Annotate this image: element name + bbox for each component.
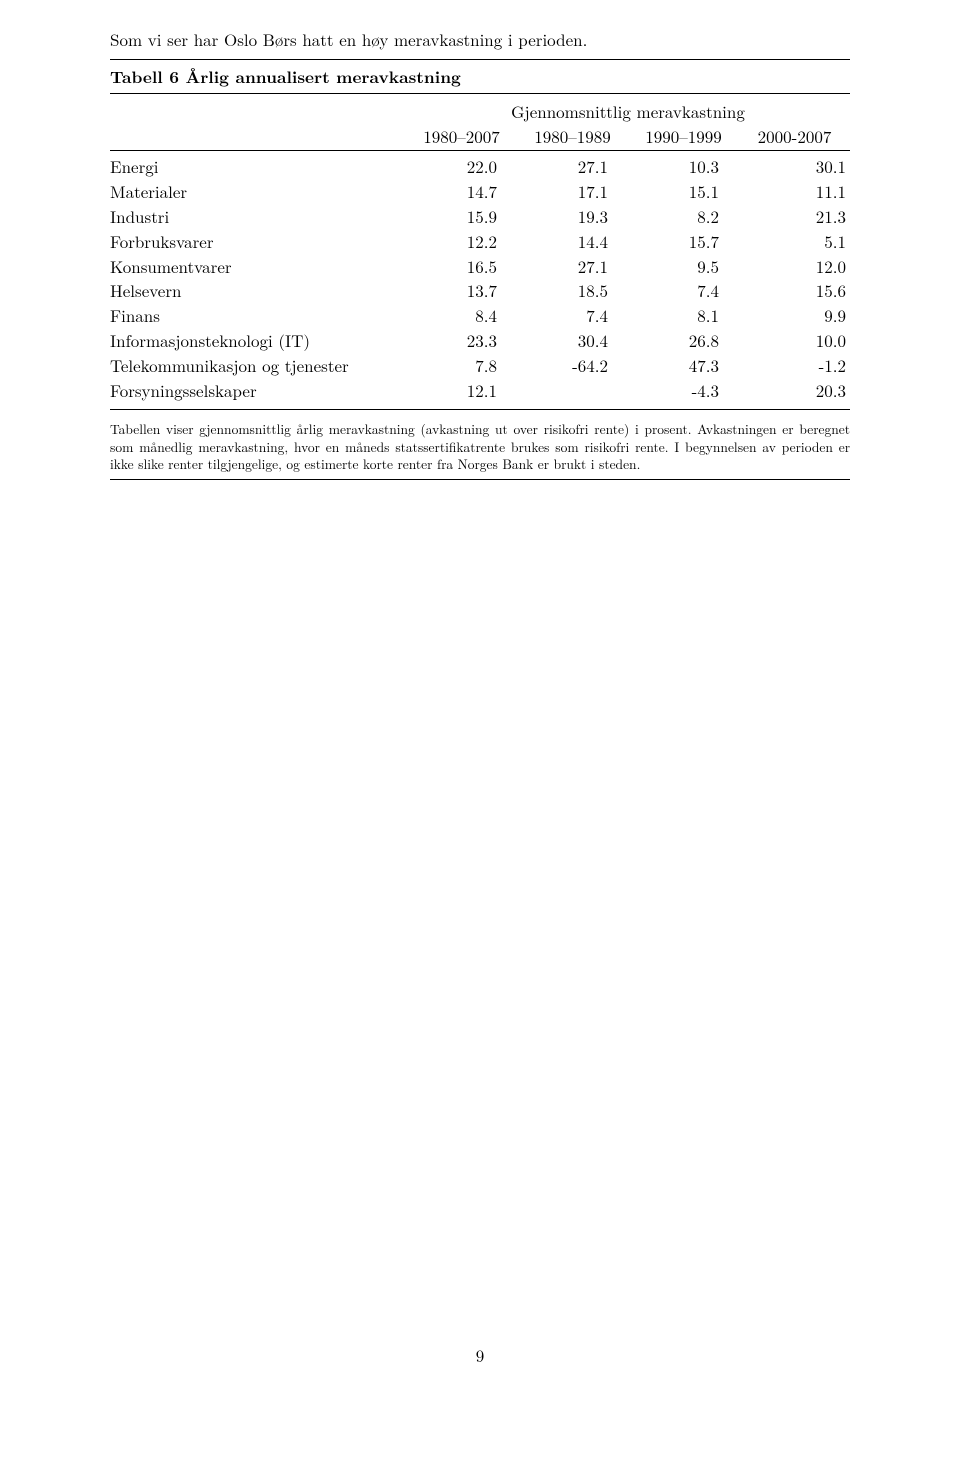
table-row: Materialer 14.7 17.1 15.1 11.1: [110, 179, 850, 204]
cell: -4.3: [628, 378, 739, 403]
cell: 27.1: [517, 150, 628, 178]
cell: 8.2: [628, 204, 739, 229]
col-header-0: 1980–2007: [406, 124, 517, 150]
cell: 30.1: [739, 150, 850, 178]
cell: 14.4: [517, 229, 628, 254]
cell: 23.3: [406, 328, 517, 353]
row-label: Industri: [110, 204, 406, 229]
cell: 22.0: [406, 150, 517, 178]
row-label: Forsyningsselskaper: [110, 378, 406, 403]
cell: 17.1: [517, 179, 628, 204]
table-title: Tabell 6 Årlig annualisert meravkastning: [110, 60, 850, 93]
table-row: Konsumentvarer 16.5 27.1 9.5 12.0: [110, 254, 850, 279]
table-body: Energi 22.0 27.1 10.3 30.1 Materialer 14…: [110, 150, 850, 403]
row-label: Konsumentvarer: [110, 254, 406, 279]
cell: 7.4: [517, 303, 628, 328]
cell: 12.2: [406, 229, 517, 254]
cell: 26.8: [628, 328, 739, 353]
cell: 10.0: [739, 328, 850, 353]
table-row: Telekommunikasjon og tjenester 7.8 -64.2…: [110, 353, 850, 378]
cell: 8.4: [406, 303, 517, 328]
row-label: Materialer: [110, 179, 406, 204]
table-row: Forbruksvarer 12.2 14.4 15.7 5.1: [110, 229, 850, 254]
cell: 14.7: [406, 179, 517, 204]
cell: 12.0: [739, 254, 850, 279]
cell: 9.9: [739, 303, 850, 328]
cell: 15.7: [628, 229, 739, 254]
cell: 18.5: [517, 278, 628, 303]
row-label: Finans: [110, 303, 406, 328]
cell: 15.6: [739, 278, 850, 303]
cell: 47.3: [628, 353, 739, 378]
cell: 8.1: [628, 303, 739, 328]
cell: -1.2: [739, 353, 850, 378]
table-row: Informasjonsteknologi (IT) 23.3 30.4 26.…: [110, 328, 850, 353]
col-header-2: 1990–1999: [628, 124, 739, 150]
row-label: Helsevern: [110, 278, 406, 303]
cell: 7.4: [628, 278, 739, 303]
spanning-header: Gjennomsnittlig meravkastning: [406, 94, 850, 124]
col-header-1: 1980–1989: [517, 124, 628, 150]
cell: 13.7: [406, 278, 517, 303]
cell: 16.5: [406, 254, 517, 279]
cell: 9.5: [628, 254, 739, 279]
cell: 21.3: [739, 204, 850, 229]
table-row: Industri 15.9 19.3 8.2 21.3: [110, 204, 850, 229]
row-label: Forbruksvarer: [110, 229, 406, 254]
table-row: Energi 22.0 27.1 10.3 30.1: [110, 150, 850, 178]
row-label: Energi: [110, 150, 406, 178]
col-header-3: 2000-2007: [739, 124, 850, 150]
data-table: Gjennomsnittlig meravkastning 1980–2007 …: [110, 94, 850, 403]
cell: 15.9: [406, 204, 517, 229]
table-bottom-rule: [110, 409, 850, 410]
cell: 10.3: [628, 150, 739, 178]
cell: 19.3: [517, 204, 628, 229]
row-label: Informasjonsteknologi (IT): [110, 328, 406, 353]
cell: 20.3: [739, 378, 850, 403]
cell: 11.1: [739, 179, 850, 204]
cell: 30.4: [517, 328, 628, 353]
cell: -64.2: [517, 353, 628, 378]
footnote-bottom-rule: [110, 479, 850, 480]
cell: 12.1: [406, 378, 517, 403]
cell: 15.1: [628, 179, 739, 204]
row-label: Telekommunikasjon og tjenester: [110, 353, 406, 378]
cell: [517, 378, 628, 403]
table-footnote: Tabellen viser gjennomsnittlig årlig mer…: [110, 420, 850, 473]
table-row: Finans 8.4 7.4 8.1 9.9: [110, 303, 850, 328]
table-row: Forsyningsselskaper 12.1 -4.3 20.3: [110, 378, 850, 403]
cell: 27.1: [517, 254, 628, 279]
intro-paragraph: Som vi ser har Oslo Børs hatt en høy mer…: [110, 28, 850, 51]
cell: 7.8: [406, 353, 517, 378]
cell: 5.1: [739, 229, 850, 254]
page-number: 9: [0, 1344, 960, 1367]
table-row: Helsevern 13.7 18.5 7.4 15.6: [110, 278, 850, 303]
